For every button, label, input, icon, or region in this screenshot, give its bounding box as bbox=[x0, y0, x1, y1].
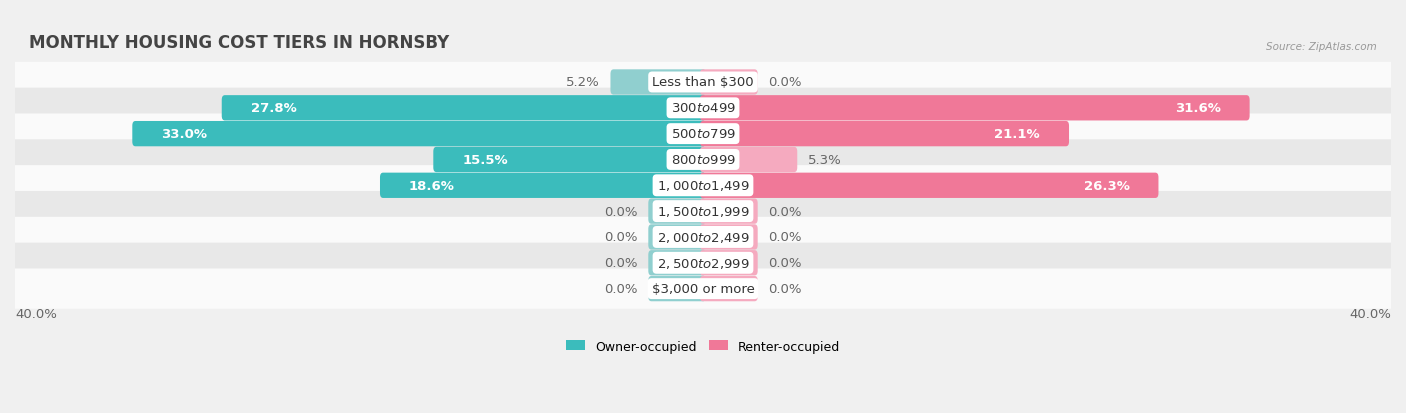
Text: $2,500 to $2,999: $2,500 to $2,999 bbox=[657, 256, 749, 270]
Text: 33.0%: 33.0% bbox=[162, 128, 207, 141]
FancyBboxPatch shape bbox=[1, 243, 1405, 283]
FancyBboxPatch shape bbox=[1, 269, 1405, 309]
FancyBboxPatch shape bbox=[222, 96, 706, 121]
Text: 0.0%: 0.0% bbox=[768, 256, 801, 270]
Text: $300 to $499: $300 to $499 bbox=[671, 102, 735, 115]
Text: 40.0%: 40.0% bbox=[15, 307, 56, 320]
FancyBboxPatch shape bbox=[700, 70, 758, 95]
Legend: Owner-occupied, Renter-occupied: Owner-occupied, Renter-occupied bbox=[561, 335, 845, 358]
FancyBboxPatch shape bbox=[700, 122, 1069, 147]
FancyBboxPatch shape bbox=[648, 199, 706, 224]
Text: $1,500 to $1,999: $1,500 to $1,999 bbox=[657, 204, 749, 218]
Text: 21.1%: 21.1% bbox=[994, 128, 1040, 141]
FancyBboxPatch shape bbox=[132, 122, 706, 147]
Text: Source: ZipAtlas.com: Source: ZipAtlas.com bbox=[1267, 42, 1378, 52]
Text: 31.6%: 31.6% bbox=[1175, 102, 1220, 115]
FancyBboxPatch shape bbox=[700, 276, 758, 301]
FancyBboxPatch shape bbox=[433, 147, 706, 173]
Text: Less than $300: Less than $300 bbox=[652, 76, 754, 89]
FancyBboxPatch shape bbox=[700, 251, 758, 276]
Text: 0.0%: 0.0% bbox=[605, 282, 638, 295]
Text: 0.0%: 0.0% bbox=[605, 205, 638, 218]
FancyBboxPatch shape bbox=[700, 225, 758, 250]
Text: $500 to $799: $500 to $799 bbox=[671, 128, 735, 141]
Text: 0.0%: 0.0% bbox=[768, 231, 801, 244]
Text: $1,000 to $1,499: $1,000 to $1,499 bbox=[657, 179, 749, 193]
Text: 5.2%: 5.2% bbox=[567, 76, 600, 89]
FancyBboxPatch shape bbox=[700, 199, 758, 224]
FancyBboxPatch shape bbox=[700, 96, 1250, 121]
FancyBboxPatch shape bbox=[700, 173, 1159, 199]
Text: 18.6%: 18.6% bbox=[409, 179, 454, 192]
FancyBboxPatch shape bbox=[648, 251, 706, 276]
FancyBboxPatch shape bbox=[1, 192, 1405, 232]
FancyBboxPatch shape bbox=[700, 147, 797, 173]
FancyBboxPatch shape bbox=[1, 88, 1405, 128]
FancyBboxPatch shape bbox=[1, 140, 1405, 180]
Text: MONTHLY HOUSING COST TIERS IN HORNSBY: MONTHLY HOUSING COST TIERS IN HORNSBY bbox=[28, 34, 449, 52]
Text: 15.5%: 15.5% bbox=[463, 154, 508, 166]
FancyBboxPatch shape bbox=[1, 63, 1405, 103]
FancyBboxPatch shape bbox=[380, 173, 706, 199]
Text: $2,000 to $2,499: $2,000 to $2,499 bbox=[657, 230, 749, 244]
Text: 27.8%: 27.8% bbox=[250, 102, 297, 115]
Text: $3,000 or more: $3,000 or more bbox=[651, 282, 755, 295]
Text: 0.0%: 0.0% bbox=[605, 231, 638, 244]
Text: 5.3%: 5.3% bbox=[808, 154, 842, 166]
FancyBboxPatch shape bbox=[648, 225, 706, 250]
FancyBboxPatch shape bbox=[1, 166, 1405, 206]
FancyBboxPatch shape bbox=[1, 217, 1405, 257]
Text: $800 to $999: $800 to $999 bbox=[671, 154, 735, 166]
Text: 26.3%: 26.3% bbox=[1084, 179, 1129, 192]
Text: 0.0%: 0.0% bbox=[605, 256, 638, 270]
Text: 40.0%: 40.0% bbox=[1350, 307, 1391, 320]
Text: 0.0%: 0.0% bbox=[768, 76, 801, 89]
Text: 0.0%: 0.0% bbox=[768, 205, 801, 218]
FancyBboxPatch shape bbox=[648, 276, 706, 301]
FancyBboxPatch shape bbox=[610, 70, 706, 95]
Text: 0.0%: 0.0% bbox=[768, 282, 801, 295]
FancyBboxPatch shape bbox=[1, 114, 1405, 154]
